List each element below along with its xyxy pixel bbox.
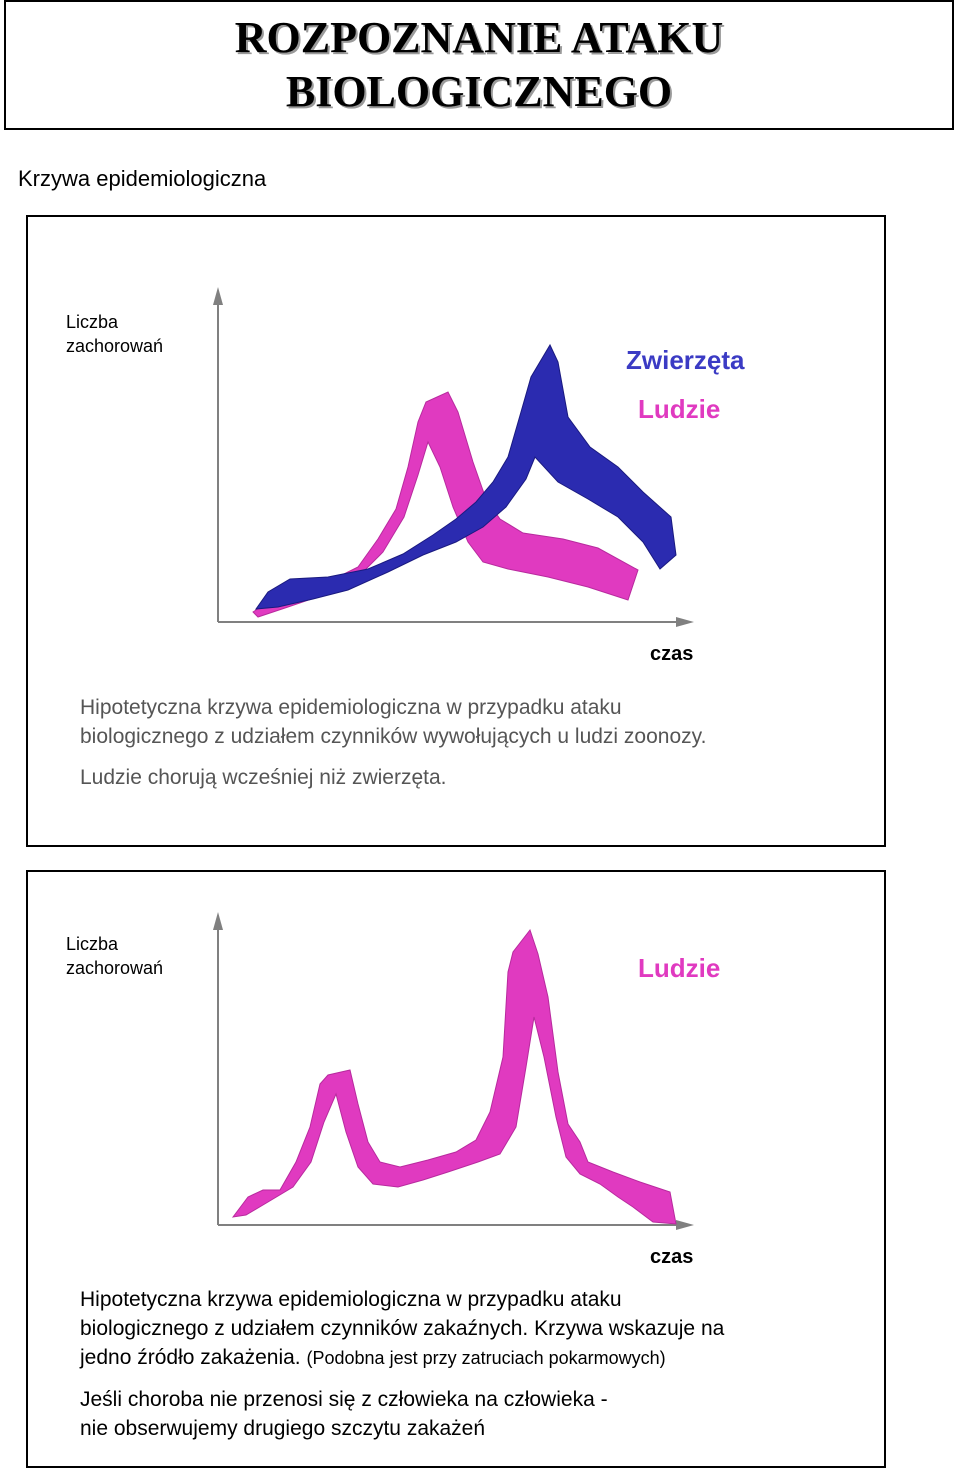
- legend-animals: Zwierzęta: [626, 345, 745, 375]
- zoonosis-curve-figure: [213, 287, 694, 627]
- y-axis-label: Liczba zachorowań: [66, 310, 163, 358]
- infectious-curve-figure: [213, 912, 694, 1230]
- caption-line-1: Hipotetyczna krzywa epidemiologiczna w p…: [80, 696, 622, 719]
- legend-humans: Ludzie: [638, 953, 721, 983]
- x-axis-label: czas: [650, 643, 694, 665]
- x-axis-label: czas: [650, 1246, 694, 1268]
- caption-line-3: jedno źródło zakażenia. (Podobna jest pr…: [80, 1343, 666, 1373]
- caption-line-2: biologicznego z udziałem czynników wywoł…: [80, 725, 707, 748]
- epidemic-curve-panel-infectious: Liczba zachorowań Ludzie czas Hipotetycz…: [26, 870, 886, 1468]
- humans-curve: [252, 391, 639, 618]
- legend-humans: Ludzie: [638, 394, 721, 424]
- y-axis-label-line-2: zachorowań: [66, 958, 164, 978]
- title-box: ROZPOZNANIE ATAKU BIOLOGICZNEGO: [4, 0, 954, 130]
- caption-line-4: Jeśli choroba nie przenosi się z człowie…: [80, 1388, 608, 1411]
- y-axis-label-line-1: Liczba: [66, 934, 119, 954]
- page-title-line-1: ROZPOZNANIE ATAKU: [234, 13, 724, 62]
- x-axis-arrow-icon: [676, 617, 694, 627]
- epidemic-curve-panel-zoonosis: Liczba zachorowań Zwierzęta Ludzie czas …: [26, 215, 886, 847]
- y-axis-arrow-icon: [213, 912, 223, 930]
- caption-line-5: nie obserwujemy drugiego szczytu zakażeń: [80, 1417, 486, 1440]
- y-axis-label-line-2: zachorowań: [66, 336, 164, 356]
- y-axis-label: Liczba zachorowań: [66, 932, 163, 980]
- y-axis-arrow-icon: [213, 287, 223, 305]
- humans-curve: [231, 928, 677, 1225]
- caption-line-3: Ludzie chorują wcześniej niż zwierzęta.: [80, 766, 447, 789]
- y-axis-label-line-1: Liczba: [66, 312, 119, 332]
- caption-line-2: biologicznego z udziałem czynników zakaź…: [80, 1317, 725, 1340]
- animals-curve: [254, 343, 677, 610]
- caption-line-1: Hipotetyczna krzywa epidemiologiczna w p…: [80, 1288, 622, 1311]
- page-title-line-2: BIOLOGICZNEGO: [285, 67, 673, 116]
- x-axis-arrow-icon: [676, 1220, 694, 1230]
- caption-line-3-note: (Podobna jest przy zatruciach pokarmowyc…: [306, 1348, 666, 1368]
- caption-line-3-main: jedno źródło zakażenia.: [80, 1346, 301, 1369]
- section-subtitle: Krzywa epidemiologiczna: [18, 166, 267, 191]
